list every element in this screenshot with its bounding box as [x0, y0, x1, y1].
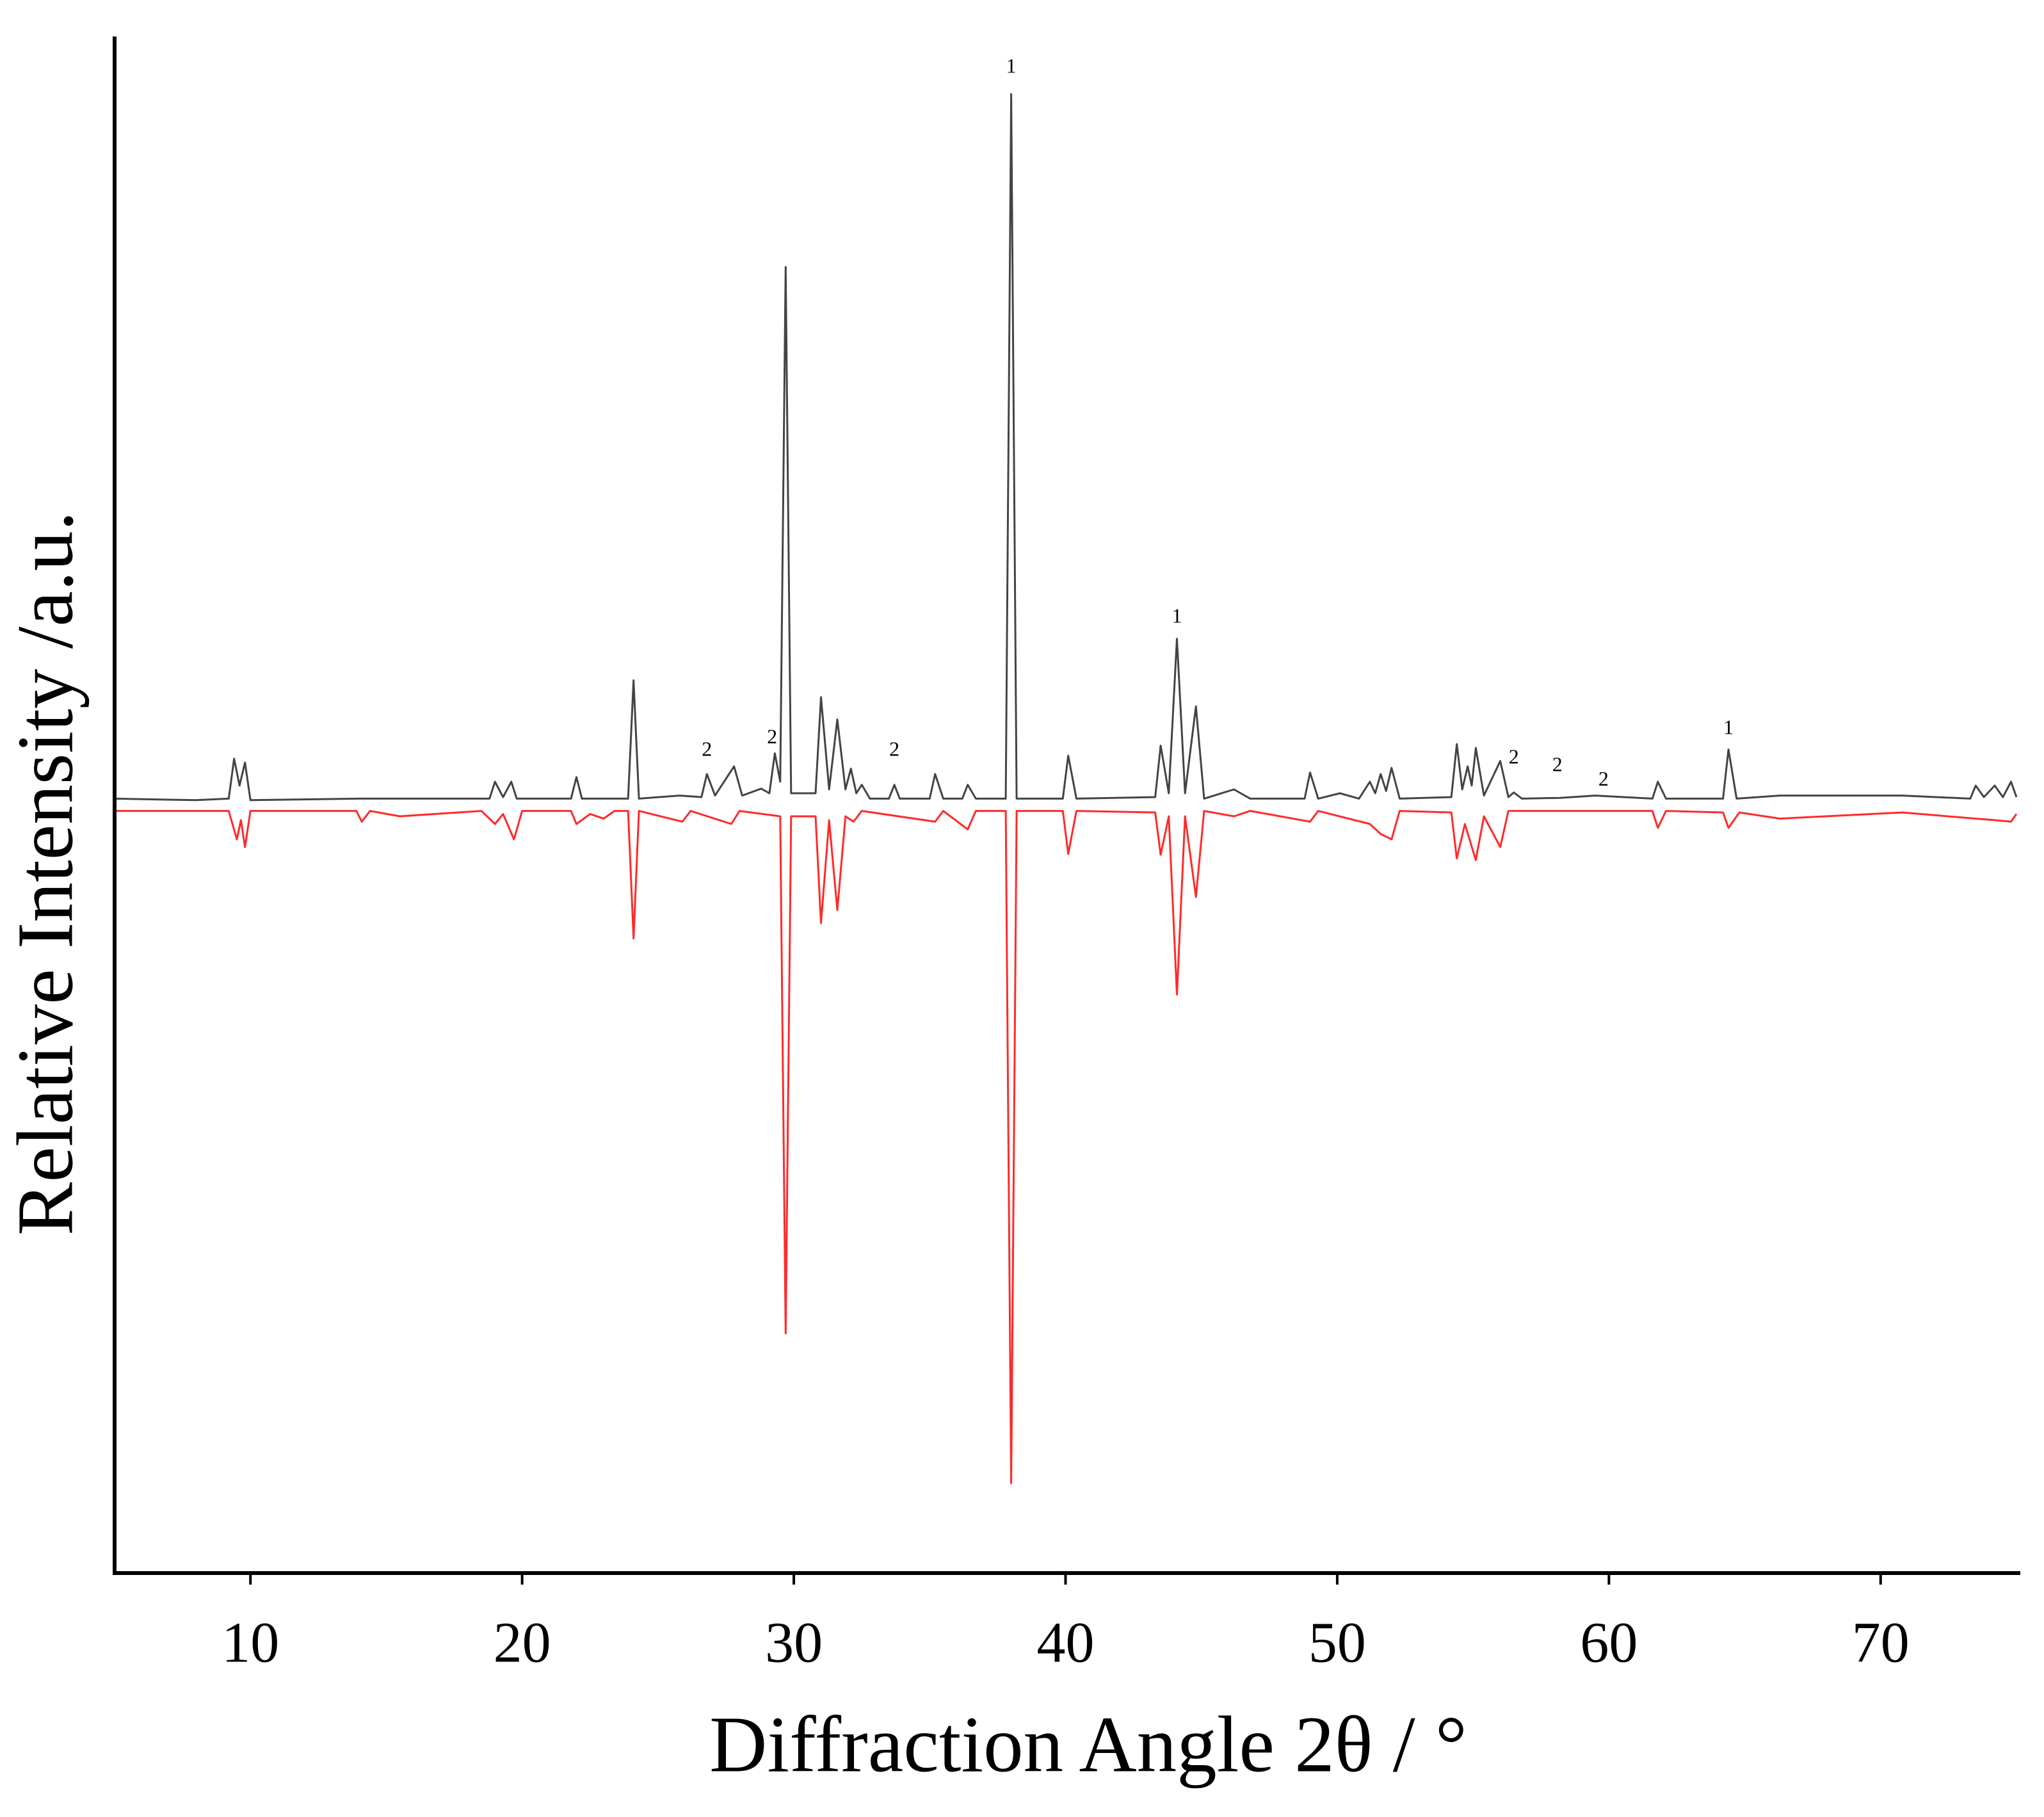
x-tick-label: 40	[1037, 1611, 1095, 1675]
annotation: 1	[1172, 604, 1182, 627]
x-tick-label: 30	[765, 1611, 823, 1675]
annotation: 2	[702, 737, 712, 760]
x-axis-label: Diffraction Angle 2θ / °	[709, 1701, 1467, 1789]
annotation: 2	[767, 725, 777, 748]
annotation: 2	[1509, 745, 1519, 768]
x-tick-label: 20	[494, 1611, 551, 1675]
y-axis-label: Relative Intensity /a.u.	[2, 511, 90, 1236]
annotation: 2	[889, 737, 899, 760]
x-tick-label: 50	[1308, 1611, 1366, 1675]
annotation: 1	[1006, 54, 1017, 77]
annotation: 1	[1723, 716, 1734, 739]
series-line	[115, 810, 2018, 1485]
series-line	[114, 93, 2018, 802]
x-tick-label: 70	[1852, 1611, 1910, 1675]
x-tick-label: 10	[221, 1611, 279, 1675]
annotation: 2	[1598, 767, 1609, 790]
annotation: 2	[1552, 752, 1563, 775]
x-tick-label: 60	[1580, 1611, 1638, 1675]
